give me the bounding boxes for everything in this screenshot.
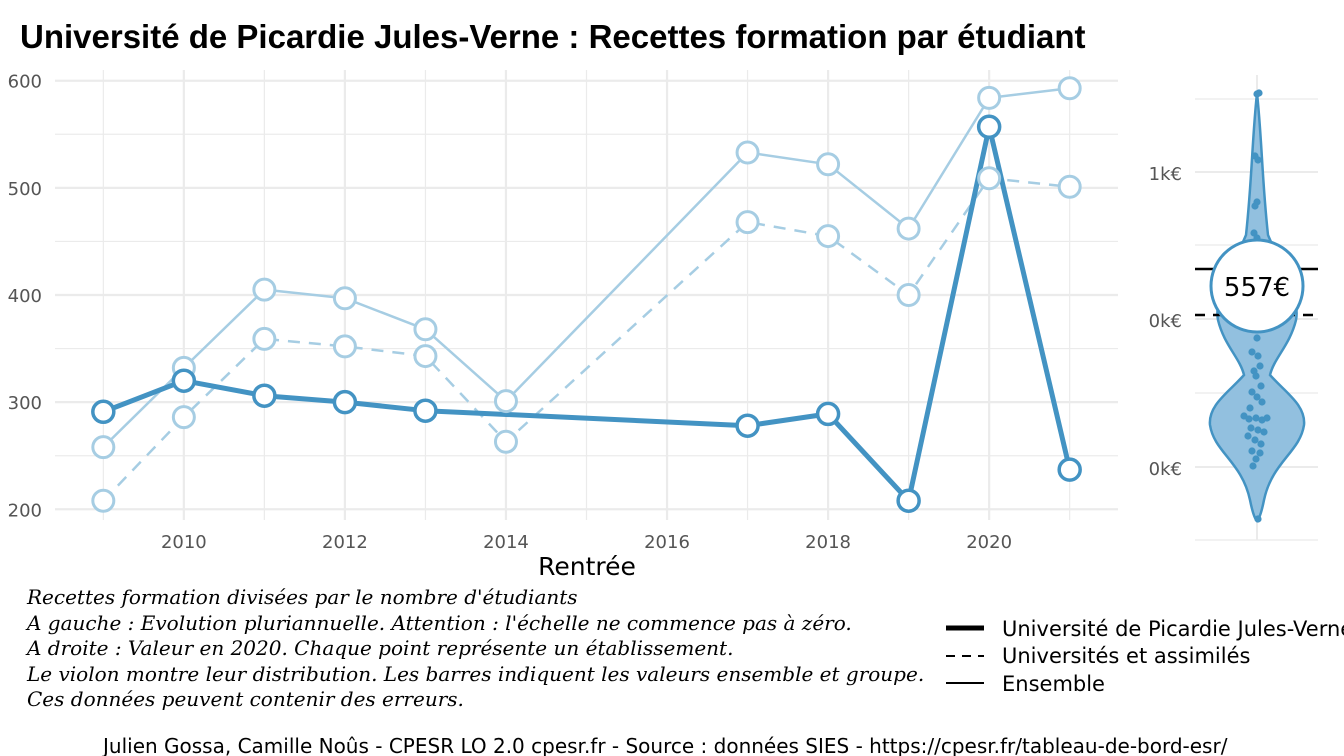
notes-block: Recettes formation divisées par le nombr… (25, 585, 924, 711)
violin-dot (1246, 404, 1254, 412)
violin-dot (1254, 515, 1262, 523)
legend-label: Ensemble (1002, 672, 1105, 696)
line-chart-panel: 200 300 400 500 600 2010 2012 2014 2016 2018 2020… (8, 70, 1118, 581)
violin-dot (1256, 449, 1264, 457)
violin-dot (1248, 348, 1256, 356)
caption: Julien Gossa, Camille Noûs - CPESR LO 2.… (101, 734, 1228, 756)
data-point-solid (413, 317, 438, 342)
violin-dot (1251, 436, 1259, 444)
data-point-thick-solid (896, 488, 921, 513)
data-point-solid (1057, 76, 1082, 101)
violin-dot (1247, 424, 1255, 432)
y-tick-label: 300 (8, 393, 42, 414)
data-point-thick-solid (735, 413, 760, 438)
data-point-thick-solid (976, 114, 1002, 140)
data-point-solid (816, 152, 841, 177)
y-axis-ticks: 200 300 400 500 600 (8, 72, 42, 522)
violin-dot (1252, 414, 1260, 422)
note-line: Recettes formation divisées par le nombr… (26, 585, 578, 609)
data-point-solid (896, 216, 921, 241)
data-point-dashed (171, 405, 196, 430)
data-point-dashed (977, 166, 1002, 191)
data-point-dashed (413, 344, 438, 369)
x-tick-label: 2020 (966, 532, 1012, 553)
data-point-dashed (1057, 174, 1082, 199)
y-tick-label: 600 (8, 72, 42, 93)
violin-dot (1249, 462, 1257, 470)
data-point-dashed (816, 224, 841, 249)
x-tick-label: 2012 (322, 532, 368, 553)
data-point-dashed (252, 326, 277, 351)
data-point-thick-solid (252, 383, 277, 408)
violin-dot (1245, 415, 1253, 423)
violin-dot (1257, 440, 1265, 448)
violin-dot (1253, 90, 1261, 98)
x-tick-label: 2014 (483, 532, 529, 553)
data-point-dashed (332, 334, 357, 359)
violin-dot (1251, 202, 1259, 210)
violin-dot (1244, 432, 1252, 440)
y-tick-label: 200 (8, 500, 42, 521)
data-point-thick-solid (1057, 457, 1082, 482)
note-line: Le violon montre leur distribution. Les … (26, 662, 924, 686)
y-tick-label: 400 (8, 286, 42, 307)
data-point-solid (332, 286, 357, 311)
data-point-dashed (91, 488, 116, 513)
data-point-dashed (896, 283, 921, 307)
violin-dot (1252, 372, 1260, 380)
violin-dot (1254, 352, 1262, 360)
series-line-thick-solid (102, 124, 1073, 504)
data-point-thick-solid (171, 368, 197, 393)
x-tick-label: 2016 (644, 532, 690, 553)
violin-ytick-label: 0k€ (1149, 311, 1182, 332)
highlight-bubble (1209, 238, 1305, 334)
data-point-solid (91, 435, 116, 460)
legend: Université de Picardie Jules-Verne Unive… (946, 617, 1344, 696)
note-line: A droite : Valeur en 2020. Chaque point … (25, 636, 733, 660)
violin-dot (1263, 414, 1271, 422)
data-point-solid (735, 140, 760, 165)
data-point-dashed (493, 429, 518, 454)
violin-dot (1253, 334, 1261, 342)
data-point-thick-solid (332, 389, 358, 415)
violin-dot (1257, 382, 1265, 390)
data-point-solid (252, 277, 277, 302)
data-point-thick-solid (413, 398, 438, 423)
series-points (91, 76, 1082, 513)
note-line: A gauche : Evolution pluriannuelle. Atte… (25, 611, 852, 635)
highlight-value: 557€ (1224, 273, 1290, 303)
x-tick-label: 2010 (161, 532, 207, 553)
note-line: Ces données peuvent contenir des erreurs… (27, 687, 464, 711)
x-axis-label: Rentrée (538, 552, 636, 581)
legend-label: Université de Picardie Jules-Verne (1002, 617, 1344, 641)
y-tick-label: 500 (8, 179, 42, 200)
violin-ytick-label: 1k€ (1149, 164, 1182, 185)
data-point-solid (977, 85, 1002, 110)
data-point-thick-solid (815, 401, 841, 427)
chart-title: Université de Picardie Jules-Verne : Rec… (20, 18, 1086, 55)
x-axis-ticks: 2010 2012 2014 2016 2018 2020 (161, 532, 1012, 553)
violin-ytick-label: 0k€ (1149, 459, 1182, 480)
violin-dot (1252, 455, 1260, 463)
data-point-solid (493, 389, 518, 414)
legend-label: Universités et assimilés (1002, 644, 1250, 668)
violin-dot (1253, 393, 1261, 401)
violin-panel: 1k€ 0k€ 0k€ 557€ (1149, 75, 1318, 541)
violin-dot (1258, 398, 1266, 406)
main-gridlines (55, 70, 1118, 520)
violin-dot (1260, 428, 1268, 436)
x-tick-label: 2018 (805, 532, 851, 553)
data-point-thick-solid (91, 399, 116, 425)
data-point-dashed (735, 210, 760, 235)
violin-dot (1254, 426, 1262, 434)
violin-dot (1256, 362, 1264, 370)
violin-dot (1248, 388, 1256, 396)
violin-dot (1248, 447, 1256, 455)
violin-dot (1254, 156, 1262, 164)
